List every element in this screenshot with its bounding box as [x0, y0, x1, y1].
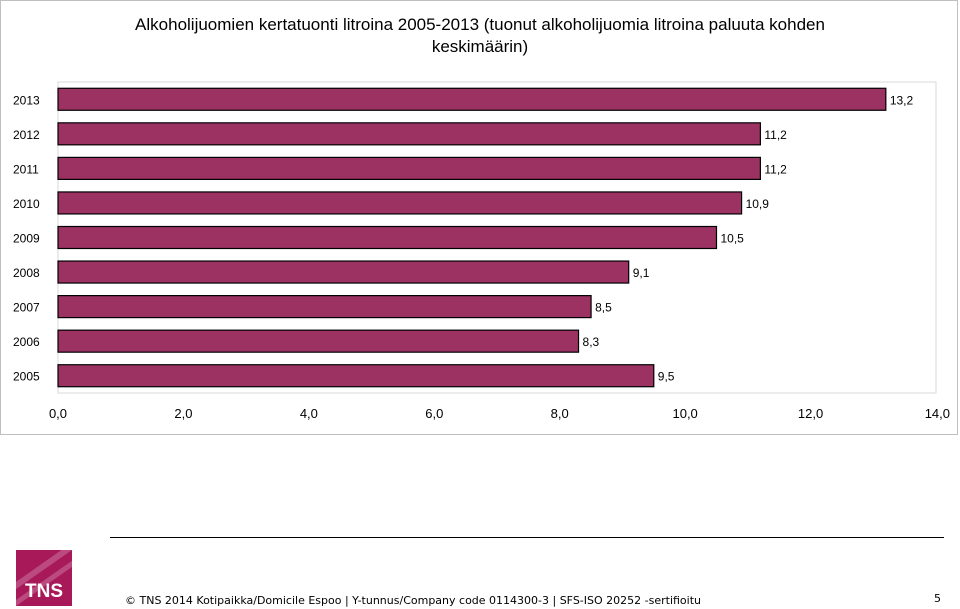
- value-label-2011: 11,2: [764, 162, 787, 176]
- x-tick-label: 8,0: [551, 406, 569, 421]
- category-label-2006: 2006: [13, 335, 40, 349]
- value-label-2013: 13,2: [890, 93, 914, 107]
- category-label-2011: 2011: [13, 162, 39, 176]
- value-label-2012: 11,2: [764, 128, 787, 142]
- chart-title-line-1: Alkoholijuomien kertatuonti litroina 200…: [135, 15, 825, 34]
- x-tick-label: 6,0: [425, 406, 443, 421]
- value-label-2005: 9,5: [658, 370, 675, 384]
- category-label-2012: 2012: [13, 128, 40, 142]
- category-label-2007: 2007: [13, 301, 40, 315]
- bar-2009: [57, 225, 718, 250]
- x-tick-label: 4,0: [300, 406, 318, 421]
- category-label-2013: 2013: [13, 93, 40, 107]
- footer-divider: [110, 537, 944, 538]
- x-tick-label: 0,0: [49, 406, 67, 421]
- bar-2011: [57, 156, 762, 180]
- category-label-2005: 2005: [13, 370, 40, 384]
- chart-title: Alkoholijuomien kertatuonti litroina 200…: [40, 14, 920, 58]
- x-tick-label: 10,0: [672, 406, 697, 421]
- category-label-2010: 2010: [13, 197, 40, 211]
- bar-2005: [57, 364, 655, 388]
- x-tick-label: 2,0: [174, 406, 192, 421]
- bar-2008: [57, 260, 630, 284]
- logo-text: TNS: [25, 581, 63, 602]
- value-label-2009: 10,5: [721, 232, 745, 246]
- value-label-2007: 8,5: [595, 301, 612, 315]
- value-label-2006: 8,3: [583, 335, 600, 349]
- bar-2013: [57, 87, 887, 111]
- bar-2010: [57, 191, 743, 215]
- bar-2007: [57, 295, 592, 319]
- chart-title-line-2: keskimäärin): [431, 37, 529, 56]
- x-tick-label: 12,0: [798, 406, 823, 421]
- category-label-2008: 2008: [13, 266, 40, 280]
- footer-text: © TNS 2014 Kotipaikka/Domicile Espoo | Y…: [125, 594, 701, 607]
- bar-2012: [57, 122, 762, 146]
- bar-2006: [57, 329, 580, 353]
- chart-frame: [0, 0, 958, 435]
- x-tick-label: 14,0: [925, 406, 950, 421]
- tns-logo: TNS: [16, 550, 72, 606]
- bar-chart: 2013 13,2 2012 11,2 2011 11,2 2010 10,9 2009 10,5…: [13, 81, 950, 421]
- page-number: 5: [934, 592, 941, 605]
- value-label-2010: 10,9: [746, 197, 770, 211]
- value-label-2008: 9,1: [633, 266, 650, 280]
- category-label-2009: 2009: [13, 232, 40, 246]
